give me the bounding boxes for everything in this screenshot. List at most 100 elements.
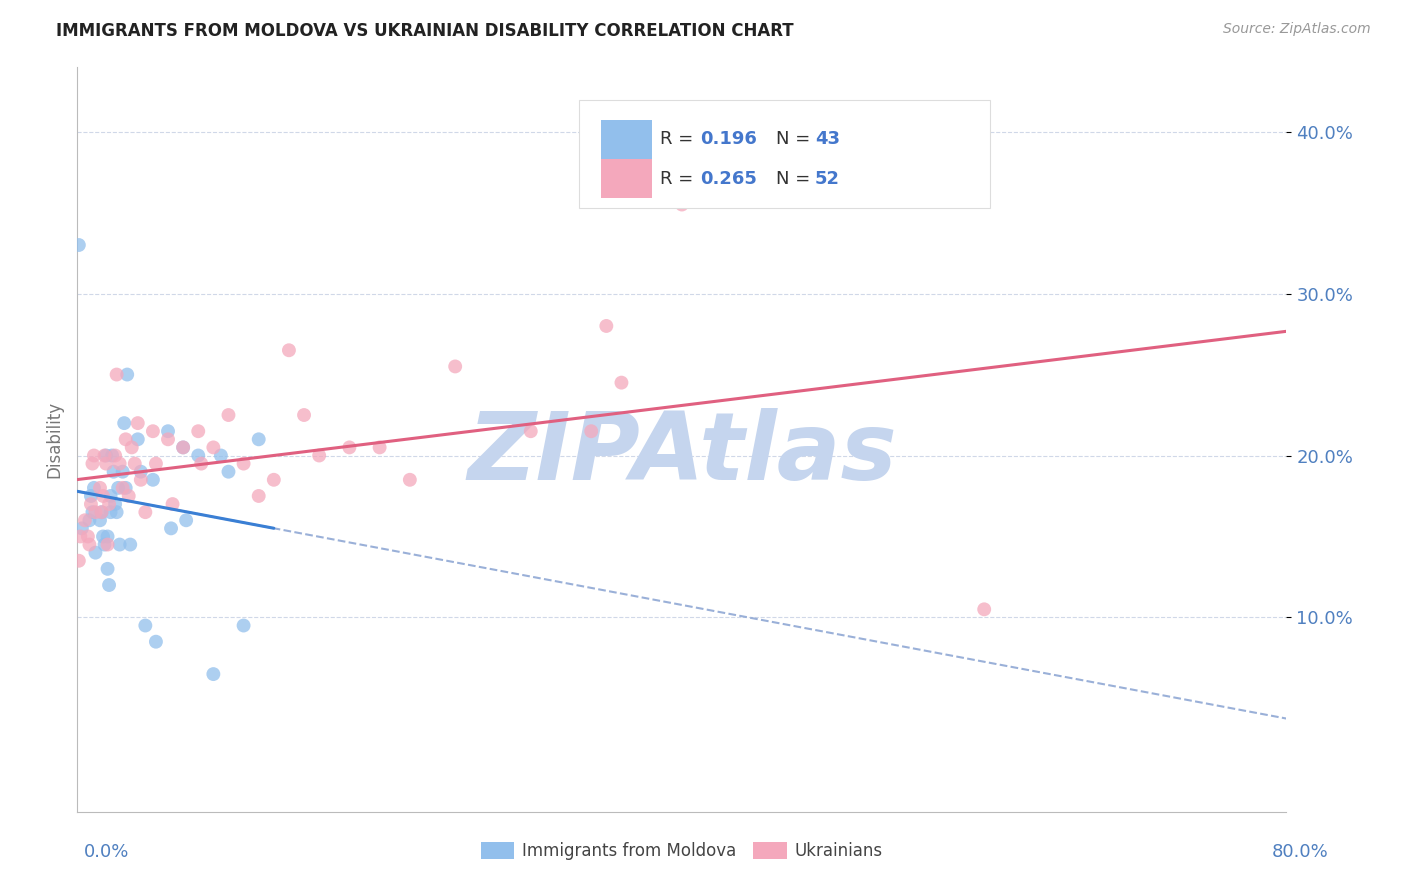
Point bbox=[90, 505, 112, 519]
Point bbox=[337, 441, 360, 455]
Point bbox=[209, 449, 232, 463]
Point bbox=[202, 441, 225, 455]
Point bbox=[69, 529, 91, 543]
Point bbox=[80, 489, 103, 503]
Text: 0.196: 0.196 bbox=[700, 130, 756, 148]
Point bbox=[112, 416, 135, 430]
Point bbox=[308, 449, 330, 463]
Text: 0.265: 0.265 bbox=[700, 169, 756, 187]
Point bbox=[190, 457, 212, 471]
Point bbox=[70, 521, 93, 535]
Point bbox=[172, 441, 194, 455]
Point bbox=[100, 489, 122, 503]
Point bbox=[108, 457, 131, 471]
Point bbox=[96, 562, 118, 576]
Point bbox=[105, 368, 128, 382]
Point bbox=[174, 513, 197, 527]
Point bbox=[93, 449, 115, 463]
Point bbox=[218, 408, 240, 422]
Text: N =: N = bbox=[776, 130, 817, 148]
Point bbox=[142, 473, 165, 487]
Point bbox=[84, 546, 107, 560]
Point bbox=[96, 537, 118, 551]
Point bbox=[107, 481, 129, 495]
FancyBboxPatch shape bbox=[579, 101, 990, 209]
Point bbox=[160, 521, 183, 535]
Y-axis label: Disability: Disability bbox=[45, 401, 63, 478]
Point bbox=[67, 554, 90, 568]
Text: 0.0%: 0.0% bbox=[84, 843, 129, 861]
Point bbox=[84, 505, 107, 519]
Legend: Immigrants from Moldova, Ukrainians: Immigrants from Moldova, Ukrainians bbox=[474, 835, 890, 867]
Point bbox=[595, 318, 617, 333]
Point bbox=[134, 618, 156, 632]
Text: IMMIGRANTS FROM MOLDOVA VS UKRAINIAN DISABILITY CORRELATION CHART: IMMIGRANTS FROM MOLDOVA VS UKRAINIAN DIS… bbox=[56, 22, 794, 40]
Point bbox=[292, 408, 315, 422]
Point bbox=[83, 481, 105, 495]
Point bbox=[124, 457, 146, 471]
Point bbox=[121, 441, 143, 455]
Point bbox=[111, 465, 134, 479]
Point bbox=[100, 505, 122, 519]
Point bbox=[111, 481, 134, 495]
Point bbox=[77, 529, 100, 543]
Point bbox=[73, 513, 96, 527]
Text: Source: ZipAtlas.com: Source: ZipAtlas.com bbox=[1223, 22, 1371, 37]
Point bbox=[67, 238, 90, 252]
Point bbox=[610, 376, 633, 390]
Text: ZIPAtlas: ZIPAtlas bbox=[467, 409, 897, 500]
Point bbox=[93, 537, 115, 551]
Text: 52: 52 bbox=[815, 169, 839, 187]
Point bbox=[94, 449, 117, 463]
Point bbox=[120, 537, 142, 551]
Text: 43: 43 bbox=[815, 130, 839, 148]
Point bbox=[520, 424, 543, 438]
Point bbox=[82, 505, 104, 519]
Point bbox=[202, 667, 225, 681]
Point bbox=[399, 473, 422, 487]
Text: N =: N = bbox=[776, 169, 817, 187]
Point bbox=[80, 497, 103, 511]
Point bbox=[104, 449, 127, 463]
Point bbox=[247, 489, 270, 503]
Point bbox=[127, 433, 149, 447]
Point bbox=[98, 497, 121, 511]
Point bbox=[973, 602, 995, 616]
Point bbox=[157, 424, 180, 438]
Point bbox=[142, 424, 165, 438]
Point bbox=[96, 529, 118, 543]
Point bbox=[172, 441, 194, 455]
Text: R =: R = bbox=[661, 130, 699, 148]
Point bbox=[187, 424, 209, 438]
Text: R =: R = bbox=[661, 169, 699, 187]
Point bbox=[94, 457, 117, 471]
FancyBboxPatch shape bbox=[600, 120, 652, 159]
Point bbox=[232, 618, 254, 632]
Point bbox=[145, 457, 167, 471]
Point bbox=[103, 465, 125, 479]
Point bbox=[89, 513, 111, 527]
Point bbox=[368, 441, 391, 455]
Point bbox=[108, 537, 131, 551]
Point bbox=[115, 368, 138, 382]
Point bbox=[278, 343, 301, 358]
Point bbox=[127, 416, 149, 430]
Point bbox=[91, 529, 114, 543]
Point bbox=[114, 433, 136, 447]
Point bbox=[118, 489, 141, 503]
Point bbox=[101, 449, 124, 463]
Point bbox=[90, 505, 112, 519]
Point bbox=[581, 424, 603, 438]
Text: 80.0%: 80.0% bbox=[1272, 843, 1329, 861]
FancyBboxPatch shape bbox=[600, 160, 652, 198]
Point bbox=[98, 578, 121, 592]
Point bbox=[157, 433, 180, 447]
Point bbox=[82, 457, 104, 471]
Point bbox=[218, 465, 240, 479]
Point bbox=[671, 197, 693, 211]
Point bbox=[91, 489, 114, 503]
Point bbox=[114, 481, 136, 495]
Point bbox=[162, 497, 184, 511]
Point bbox=[83, 449, 105, 463]
Point bbox=[247, 433, 270, 447]
